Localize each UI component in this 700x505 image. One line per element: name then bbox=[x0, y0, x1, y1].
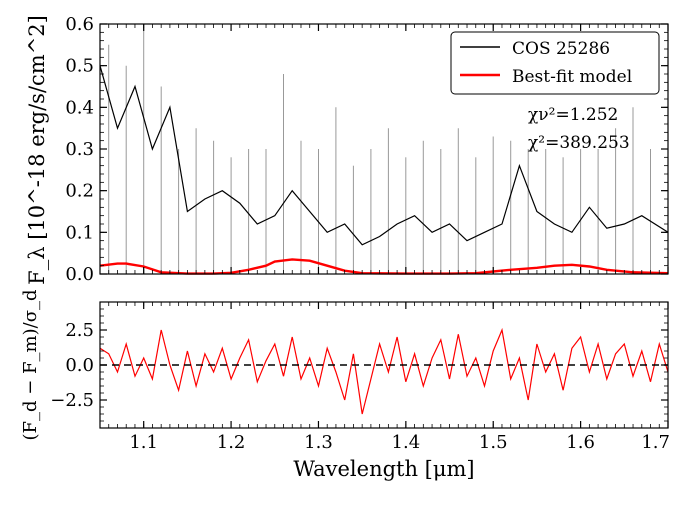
legend: COS 25286 Best-fit model χν²=1.252 χ²=389.2… bbox=[450, 31, 660, 153]
y-tick-label: 0.4 bbox=[65, 97, 94, 118]
y-tick-label: −2.5 bbox=[50, 390, 94, 411]
x-tick-label: 1.1 bbox=[129, 432, 158, 453]
x-axis-label: Wavelength [μm] bbox=[293, 457, 474, 481]
model-line bbox=[99, 258, 669, 275]
x-tick-label: 1.6 bbox=[566, 432, 595, 453]
flux-panel: 0.0 0.1 0.2 0.3 0.4 0.5 0.6 bbox=[65, 14, 669, 285]
y-tick-label: 0.0 bbox=[65, 264, 94, 285]
residual-ylabel: (F_d − F_m)/σ_d bbox=[20, 289, 41, 440]
x-tick-label: 1.2 bbox=[217, 432, 246, 453]
x-tick-label: 1.5 bbox=[479, 432, 508, 453]
y-tick-label: 0.5 bbox=[65, 56, 94, 77]
y-tick-label: 0.6 bbox=[65, 14, 94, 35]
x-tick-label: 1.4 bbox=[392, 432, 421, 453]
y-tick-label: 0.1 bbox=[65, 222, 94, 243]
x-tick-label: 1.3 bbox=[304, 432, 333, 453]
legend-box bbox=[450, 31, 660, 95]
y-tick-label: 0.0 bbox=[65, 355, 94, 376]
residual-line bbox=[99, 327, 669, 415]
axis-labels: F_λ [10^-18 erg/s/cm^2] (F_d − F_m)/σ_d Wa… bbox=[20, 15, 475, 481]
y-tick-label: 0.2 bbox=[65, 181, 94, 202]
chi-squared: χ²=389.253 bbox=[528, 133, 630, 153]
y-tick-label: 0.3 bbox=[65, 139, 94, 160]
residual-panel: 2.5 0.0 −2.5 1.1 1.2 1.3 1.4 1.5 1.6 1.7 bbox=[50, 301, 670, 453]
y-tick-label: 2.5 bbox=[65, 320, 94, 341]
chi-nu-squared: χν²=1.252 bbox=[528, 105, 618, 125]
spectrum-line bbox=[99, 65, 669, 246]
legend-label-spectrum: COS 25286 bbox=[512, 39, 610, 59]
legend-label-model: Best-fit model bbox=[512, 67, 632, 87]
flux-ylabel: F_λ [10^-18 erg/s/cm^2] bbox=[25, 15, 49, 285]
x-tick-label: 1.7 bbox=[641, 432, 670, 453]
